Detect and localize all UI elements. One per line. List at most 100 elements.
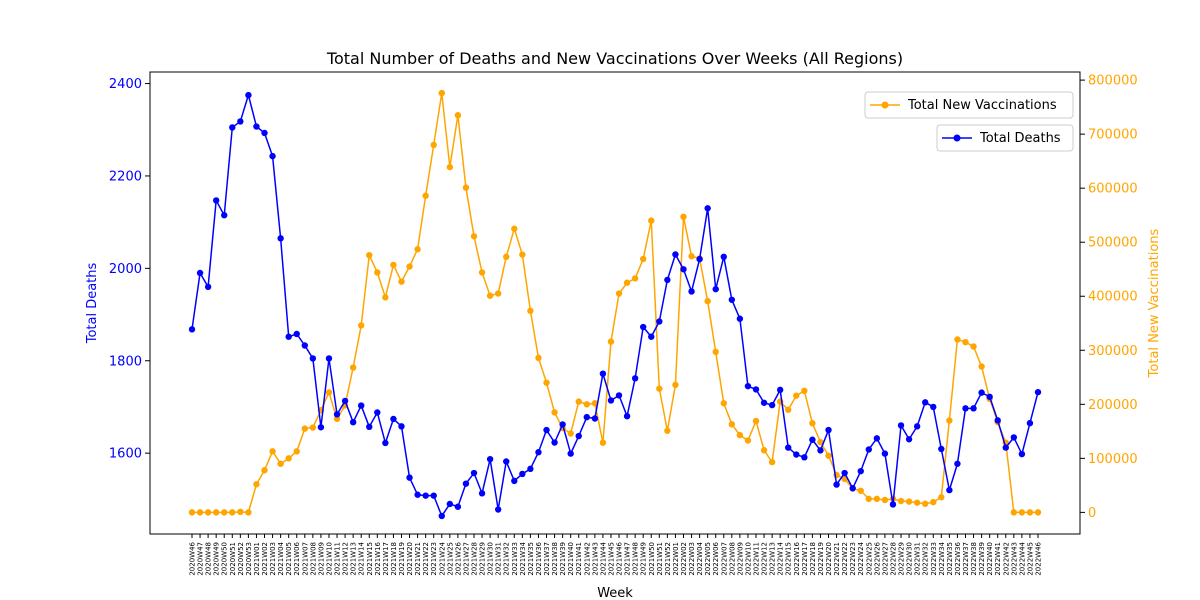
vaccinations-point [607,338,615,345]
deaths-point [382,439,389,447]
deaths-point [897,422,905,429]
x-tick-label: 2021W32 [503,542,511,576]
x-tick-label: 2022W03 [688,542,696,576]
y-left-tick-label: 2000 [109,262,142,277]
vaccinations-point [970,343,977,350]
vaccinations-point [583,401,590,408]
deaths-point [817,447,824,454]
deaths-point [712,285,719,293]
vaccinations-point [494,290,502,297]
vaccinations-point [946,417,953,424]
x-tick-label: 2021W18 [390,542,398,576]
deaths-point [188,326,196,333]
vaccinations-point [1018,509,1026,516]
x-tick-label: 2022W21 [833,542,841,576]
deaths-point [470,469,478,477]
x-tick-label: 2022W31 [914,542,922,576]
deaths-point [196,269,204,277]
vaccinations-point [204,509,212,516]
x-tick-label: 2022W24 [857,541,865,575]
vaccinations-point [382,294,389,301]
y-right-tick-label: 800000 [1088,74,1138,89]
x-tick-label: 2021W26 [454,541,462,575]
deaths-point [519,470,526,478]
vaccinations-point [623,279,631,286]
x-tick-label: 2022W39 [978,542,986,576]
x-tick-label: 2021W49 [640,542,648,576]
y-left-tick-label: 1800 [109,354,142,369]
x-tick-label: 2021W06 [293,541,301,575]
x-tick-label: 2022W18 [809,542,817,576]
x-tick-label: 2022W40 [986,542,994,576]
vaccinations-point [857,487,864,494]
deaths-point [317,424,325,431]
x-tick-label: 2020W53 [245,542,253,576]
deaths-point [269,152,276,160]
deaths-point [333,411,341,418]
deaths-point [849,485,856,492]
vaccinations-point [196,509,204,516]
deaths-point [736,315,744,322]
deaths-point [873,435,881,442]
vaccinations-point [374,269,381,276]
vaccinations-point [648,217,655,224]
deaths-point [511,477,518,485]
legend-vaccinations-frame [864,91,1074,119]
x-tick-label: 2020W47 [197,542,205,576]
y-right-tick-label: 300000 [1088,344,1138,359]
deaths-point [527,465,534,473]
vaccinations-point [897,497,905,505]
x-tick-label: 2021W48 [632,542,640,576]
deaths-point [785,444,792,451]
y-left-tick-label: 2400 [109,77,142,92]
deaths-point [664,276,671,284]
x-tick-label: 2021W02 [261,542,269,576]
vaccinations-point [922,500,929,507]
vaccinations-point [591,400,599,407]
deaths-point [913,423,921,430]
x-tick-label: 2021W46 [616,541,624,575]
vaccinations-point [954,336,961,343]
x-tick-label: 2022W34 [938,541,946,575]
deaths-point [672,251,679,258]
deaths-point [325,355,333,362]
y-right-tick-label: 0 [1088,506,1096,521]
deaths-point [809,436,816,443]
deaths-point [930,403,937,411]
legend-deaths-frame [936,124,1074,152]
x-tick-label: 2021W16 [374,541,382,575]
deaths-point [438,512,445,520]
legend-deaths-marker [953,134,961,142]
x-tick-label: 2020W49 [213,542,221,576]
vaccinations-point [325,389,333,396]
x-tick-label: 2021W12 [342,542,350,576]
vaccinations-point [285,455,292,462]
deaths-point [905,436,913,443]
deaths-point [922,399,929,406]
vaccinations-point [519,251,526,258]
x-tick-label: 2021W10 [325,542,333,576]
y-right-tick-label: 600000 [1088,182,1138,197]
vaccinations-point [398,278,405,285]
vaccinations-point [793,392,800,399]
vaccinations-point [575,398,582,405]
x-tick-label: 2022W14 [777,541,785,575]
deaths-point [760,399,768,406]
vaccinations-point [1034,509,1042,516]
deaths-point [430,492,437,499]
deaths-point [607,397,615,404]
vaccinations-point [656,385,663,392]
vaccinations-point [640,255,647,263]
vaccinations-point [768,458,776,466]
vaccinations-point [567,430,574,437]
vaccinations-point [825,452,832,459]
vaccinations-point [881,496,889,504]
x-tick-label: 2022W30 [906,542,914,576]
vaccinations-point [543,379,550,386]
vaccinations-point [865,495,872,503]
vaccinations-point [680,213,687,221]
x-tick-label: 2022W02 [680,542,688,576]
x-tick-label: 2021W45 [607,542,615,576]
deaths-point [841,469,848,477]
vaccinations-point [712,348,719,356]
